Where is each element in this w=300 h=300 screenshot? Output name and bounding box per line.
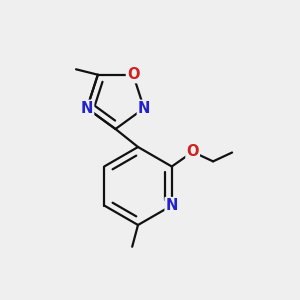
Text: O: O [127,67,140,82]
Text: N: N [81,101,93,116]
Text: N: N [138,101,150,116]
Text: O: O [186,144,199,159]
Text: N: N [166,198,178,213]
